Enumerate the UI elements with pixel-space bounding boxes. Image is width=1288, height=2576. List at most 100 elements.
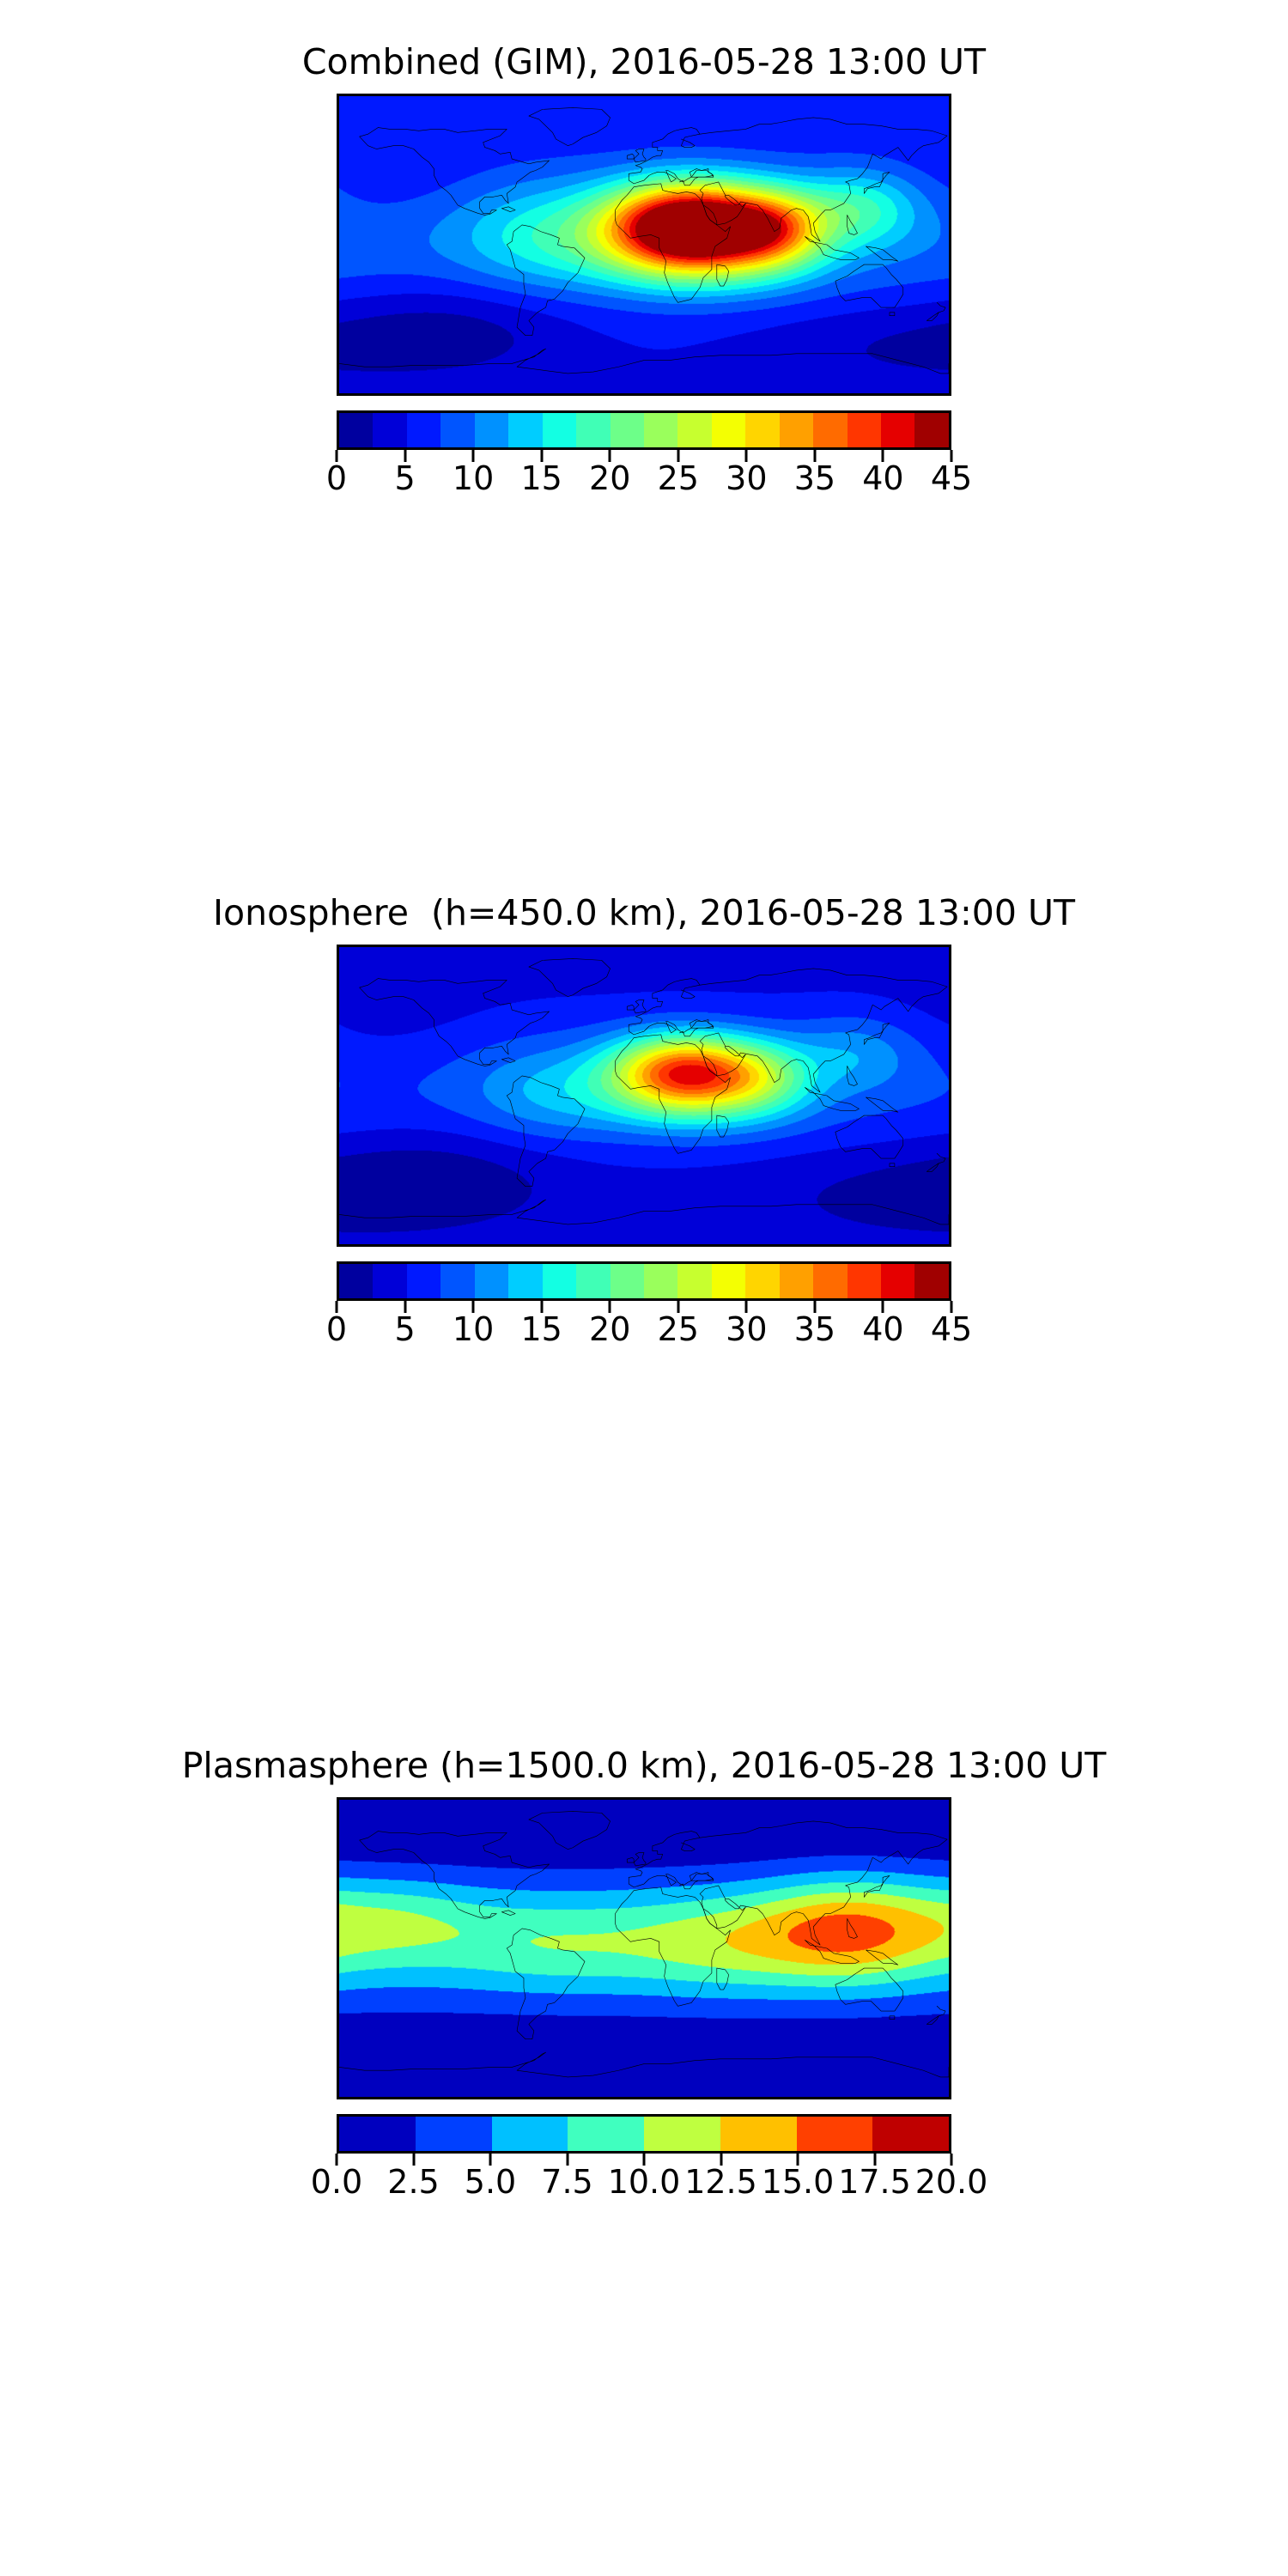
colorbar-tick xyxy=(881,1301,884,1313)
colorbar-segment xyxy=(440,413,475,447)
colorbar-labels-combined: 0 5 10 15 20 25 30 35 40 45 xyxy=(326,459,972,500)
colorbar-labels-ionosphere: 0 5 10 15 20 25 30 35 40 45 xyxy=(326,1310,972,1351)
colorbar-tick xyxy=(873,2154,876,2166)
tec-map-combined xyxy=(339,96,949,393)
map-axes-combined[interactable] xyxy=(337,94,951,396)
colorbar-segment xyxy=(872,2117,949,2151)
colorbar-segment xyxy=(779,1264,814,1298)
colorbar-tick xyxy=(720,2154,722,2166)
colorbar-tick-label: 15 xyxy=(520,459,562,497)
colorbar-tick-label: 17.5 xyxy=(838,2163,911,2201)
colorbar-ticks-combined xyxy=(335,450,953,462)
colorbar-tick-label: 20.0 xyxy=(914,2163,988,2201)
colorbar-segment xyxy=(508,1264,543,1298)
colorbar-segment xyxy=(813,1264,848,1298)
colorbar-tick-label: 5 xyxy=(394,459,416,497)
colorbar-tick-label: 15.0 xyxy=(761,2163,835,2201)
colorbar-tick-label: 45 xyxy=(930,459,973,497)
colorbar-tick xyxy=(950,1301,953,1313)
colorbar-tick xyxy=(608,1301,611,1313)
colorbar-segment xyxy=(881,1264,915,1298)
colorbar-tick xyxy=(489,2154,492,2166)
colorbar-tick xyxy=(744,450,748,462)
colorbar-segment xyxy=(491,2117,568,2151)
colorbar-tick-label: 0 xyxy=(325,459,348,497)
colorbar-segment xyxy=(644,2117,720,2151)
colorbar-segment xyxy=(610,413,644,447)
colorbar-wrap-plasmasphere: 0.0 2.5 5.0 7.5 10.0 12.5 15.0 17.5 20.0 xyxy=(311,2114,988,2203)
colorbar-tick-label: 25 xyxy=(657,459,699,497)
colorbar-segment xyxy=(576,1264,611,1298)
colorbar-segment xyxy=(415,2117,492,2151)
colorbar-tick-label: 40 xyxy=(862,459,904,497)
colorbar-tick xyxy=(335,450,338,462)
colorbar-segment xyxy=(677,413,712,447)
colorbar-combined[interactable] xyxy=(337,410,951,450)
colorbar-segment xyxy=(745,1264,780,1298)
colorbar-segment xyxy=(643,1264,678,1298)
colorbar-ticks-plasmasphere xyxy=(335,2154,953,2166)
colorbar-tick-label: 45 xyxy=(930,1310,973,1348)
colorbar-tick-label: 0.0 xyxy=(310,2163,363,2201)
colorbar-labels-plasmasphere: 0.0 2.5 5.0 7.5 10.0 12.5 15.0 17.5 20.0 xyxy=(311,2163,988,2203)
colorbar-segment xyxy=(745,413,780,447)
colorbar-tick xyxy=(677,450,680,462)
colorbar-tick-label: 12.5 xyxy=(684,2163,757,2201)
panel-title-combined: Combined (GIM), 2016-05-28 13:00 UT xyxy=(301,41,987,82)
colorbar-segment xyxy=(542,1264,577,1298)
colorbar-ionosphere[interactable] xyxy=(337,1261,951,1301)
colorbar-segment xyxy=(508,413,543,447)
colorbar-tick xyxy=(540,1301,544,1313)
colorbar-segment xyxy=(711,1264,746,1298)
colorbar-segment xyxy=(568,2117,644,2151)
colorbar-tick-label: 7.5 xyxy=(541,2163,593,2201)
colorbar-segment xyxy=(373,413,407,447)
colorbar-tick xyxy=(335,1301,338,1313)
colorbar-tick-label: 35 xyxy=(793,1310,836,1348)
colorbar-segment xyxy=(406,1264,441,1298)
colorbar-tick-label: 2.5 xyxy=(387,2163,440,2201)
colorbar-segment xyxy=(847,1264,881,1298)
panel-combined-gim: Combined (GIM), 2016-05-28 13:00 UT 0 5 10… xyxy=(0,45,1288,500)
colorbar-segment xyxy=(474,1264,509,1298)
colorbar-tick xyxy=(950,2154,953,2166)
map-axes-ionosphere[interactable] xyxy=(337,945,951,1247)
colorbar-tick xyxy=(813,450,817,462)
colorbar-segment xyxy=(576,413,611,447)
panel-title-plasmasphere: Plasmasphere (h=1500.0 km), 2016-05-28 1… xyxy=(181,1745,1107,1786)
panel-plasmasphere: Plasmasphere (h=1500.0 km), 2016-05-28 1… xyxy=(0,1748,1288,2203)
colorbar-segment xyxy=(643,413,678,447)
colorbar-segment xyxy=(914,1264,949,1298)
colorbar-segment xyxy=(440,1264,475,1298)
colorbar-tick xyxy=(540,450,544,462)
colorbar-segment xyxy=(847,413,881,447)
colorbar-tick xyxy=(404,450,407,462)
colorbar-tick xyxy=(813,1301,817,1313)
colorbar-tick-label: 5.0 xyxy=(464,2163,517,2201)
panel-ionosphere: Ionosphere (h=450.0 km), 2016-05-28 13:0… xyxy=(0,896,1288,1351)
colorbar-tick-label: 20 xyxy=(589,459,631,497)
colorbar-segment xyxy=(542,413,577,447)
colorbar-wrap-ionosphere: 0 5 10 15 20 25 30 35 40 45 xyxy=(326,1261,972,1351)
colorbar-tick-label: 30 xyxy=(726,1310,768,1348)
colorbar-tick xyxy=(950,450,953,462)
colorbar-segment xyxy=(914,413,949,447)
colorbar-segment xyxy=(677,1264,712,1298)
colorbar-tick xyxy=(471,450,475,462)
colorbar-tick-label: 10 xyxy=(452,459,495,497)
colorbar-plasmasphere[interactable] xyxy=(337,2114,951,2154)
colorbar-segment xyxy=(796,2117,873,2151)
colorbar-tick-label: 25 xyxy=(657,1310,699,1348)
colorbar-tick-label: 20 xyxy=(589,1310,631,1348)
colorbar-tick-label: 5 xyxy=(394,1310,416,1348)
colorbar-segment xyxy=(881,413,915,447)
map-axes-plasmasphere[interactable] xyxy=(337,1797,951,2099)
colorbar-segment xyxy=(339,2117,416,2151)
colorbar-tick xyxy=(566,2154,568,2166)
colorbar-segment xyxy=(813,413,848,447)
colorbar-tick xyxy=(471,1301,475,1313)
tec-map-plasmasphere xyxy=(339,1800,949,2097)
colorbar-segment xyxy=(373,1264,407,1298)
colorbar-tick-label: 10.0 xyxy=(607,2163,681,2201)
colorbar-tick-label: 35 xyxy=(793,459,836,497)
